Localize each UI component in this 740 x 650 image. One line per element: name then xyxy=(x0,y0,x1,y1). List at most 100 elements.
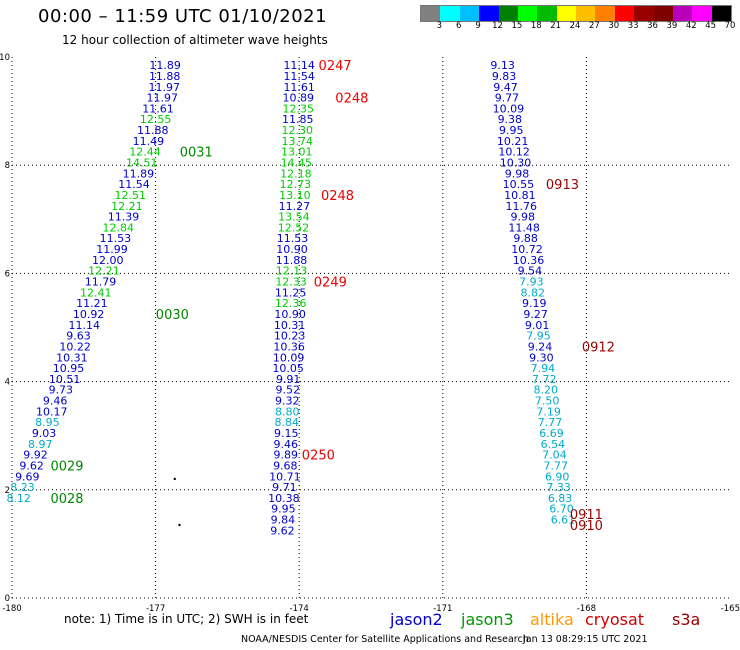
data-point-label: 9.68 xyxy=(273,459,298,472)
data-point-label: 11.85 xyxy=(282,113,314,126)
data-point-label: 6.83 xyxy=(548,492,573,505)
legend-label: 30 xyxy=(608,21,620,31)
footer-timestamp: Jan 13 08:29:15 UTC 2021 xyxy=(523,634,648,645)
data-point-label: 12.35 xyxy=(282,102,314,115)
color-scale-legend xyxy=(420,5,732,22)
legend-label: 21 xyxy=(550,21,562,31)
legend-label: 18 xyxy=(530,21,542,31)
data-point-label: 13.01 xyxy=(281,146,313,159)
data-point-label: 9.13 xyxy=(490,59,515,72)
time-label: 0247 xyxy=(319,59,352,74)
data-point-label: 9.88 xyxy=(513,232,538,245)
data-point-label: 8.97 xyxy=(28,438,53,451)
data-point-label: 9.47 xyxy=(493,81,518,94)
data-point-label: 11.88 xyxy=(137,124,169,137)
y-tick-label: 8 xyxy=(5,161,10,171)
data-point-label: 10.55 xyxy=(503,178,535,191)
data-point-label: 9.24 xyxy=(528,340,553,353)
data-point-label: 12.41 xyxy=(80,286,112,299)
data-point-label: 11.89 xyxy=(149,59,181,72)
chart-subtitle: 12 hour collection of altimeter wave hei… xyxy=(62,33,328,47)
data-point-label: 8.23 xyxy=(10,481,35,494)
legend-label: 45 xyxy=(705,21,717,31)
data-point-label: 9.62 xyxy=(19,459,44,472)
legend-swatch-4 xyxy=(498,6,518,21)
legend-label: 15 xyxy=(511,21,523,31)
legend-label: 12 xyxy=(492,21,503,31)
data-point-label: 9.73 xyxy=(49,384,74,397)
legend-label: 6 xyxy=(456,21,462,31)
legend-label: 24 xyxy=(569,21,581,31)
data-point-label: 9.98 xyxy=(510,211,535,224)
data-point-label: 10.30 xyxy=(500,156,532,169)
time-label: 0029 xyxy=(50,459,83,474)
data-point-label: 8.95 xyxy=(35,416,60,429)
data-point-label: 9.92 xyxy=(23,449,48,462)
time-label: 0910 xyxy=(570,519,603,534)
data-point-label: 12.21 xyxy=(111,200,143,213)
legend-swatch-7 xyxy=(556,6,576,21)
data-point-label: 11.48 xyxy=(508,221,540,234)
data-point-label: 7.04 xyxy=(542,449,567,462)
data-point-label: 14.45 xyxy=(281,156,313,169)
data-point-label: 11.79 xyxy=(85,276,117,289)
satellite-label-cryosat: cryosat xyxy=(585,610,645,629)
data-point-label: 13.10 xyxy=(279,189,311,202)
data-point-label: 7.19 xyxy=(536,405,561,418)
data-point-label: 11.88 xyxy=(149,70,181,83)
satellite-label-s3a: s3a xyxy=(672,610,701,629)
legend-swatch-12 xyxy=(653,6,673,21)
legend-swatch-3 xyxy=(479,6,499,21)
data-point-label: 10.51 xyxy=(49,373,81,386)
y-tick-label: 4 xyxy=(5,378,10,388)
data-point-label: 7.72 xyxy=(532,373,557,386)
data-point-label: 11.53 xyxy=(100,232,132,245)
data-point-label: 10.90 xyxy=(274,308,306,321)
data-point-label: 12.18 xyxy=(280,167,312,180)
data-point-label: 8.12 xyxy=(6,492,31,505)
time-label: 0911 xyxy=(570,508,603,523)
data-point-label: 10.89 xyxy=(282,92,314,105)
data-point-label: 10.21 xyxy=(497,135,529,148)
data-point-label: 8.82 xyxy=(521,286,546,299)
data-point-label: 7.93 xyxy=(519,276,544,289)
time-label: 0249 xyxy=(314,276,347,291)
legend-swatch-14 xyxy=(692,6,712,21)
data-point-label: 11.21 xyxy=(76,297,108,310)
legend-label: 42 xyxy=(685,21,697,31)
data-point-label: 9.77 xyxy=(495,92,520,105)
data-point-label: 7.94 xyxy=(531,362,556,375)
data-point-label: 11.53 xyxy=(277,232,309,245)
legend-swatch-2 xyxy=(459,6,480,21)
x-tick-label: -180 xyxy=(2,604,21,614)
data-point-label: 12.36 xyxy=(275,297,307,310)
legend-swatch-10 xyxy=(614,6,635,21)
data-point-label: 11.49 xyxy=(133,135,165,148)
data-point-label: 10.31 xyxy=(274,319,306,332)
data-point-label: 9.19 xyxy=(522,297,547,310)
data-point-label: 9.98 xyxy=(505,167,530,180)
data-point-label: 9.71 xyxy=(272,481,297,494)
y-tick-label: 10 xyxy=(0,53,10,63)
data-point-label: 10.72 xyxy=(511,243,543,256)
data-point-label: 9.03 xyxy=(32,427,57,440)
data-point-label: 11.97 xyxy=(148,81,180,94)
satellite-label-jason3: jason3 xyxy=(461,610,514,629)
data-point-label: 9.89 xyxy=(274,449,299,462)
data-point-label: 11.97 xyxy=(147,92,179,105)
data-point-label: 6.54 xyxy=(541,438,566,451)
x-tick-label: -177 xyxy=(146,604,165,614)
footer-credit: NOAA/NESDIS Center for Satellite Applica… xyxy=(241,634,529,645)
legend-swatch-0 xyxy=(421,6,441,21)
data-point-label: 12.30 xyxy=(282,124,314,137)
data-point-label: 11.39 xyxy=(108,211,140,224)
data-point-label: 12.52 xyxy=(278,221,310,234)
data-point-label: 10.90 xyxy=(276,243,308,256)
data-point-label: 7.77 xyxy=(538,416,563,429)
y-tick-label: 2 xyxy=(5,486,10,496)
legend-label: 27 xyxy=(588,21,600,31)
data-point-label: 12.33 xyxy=(275,276,307,289)
data-point-label: 9.15 xyxy=(274,427,299,440)
data-point-label: 9.46 xyxy=(274,438,299,451)
data-point-label: 10.12 xyxy=(498,146,530,159)
